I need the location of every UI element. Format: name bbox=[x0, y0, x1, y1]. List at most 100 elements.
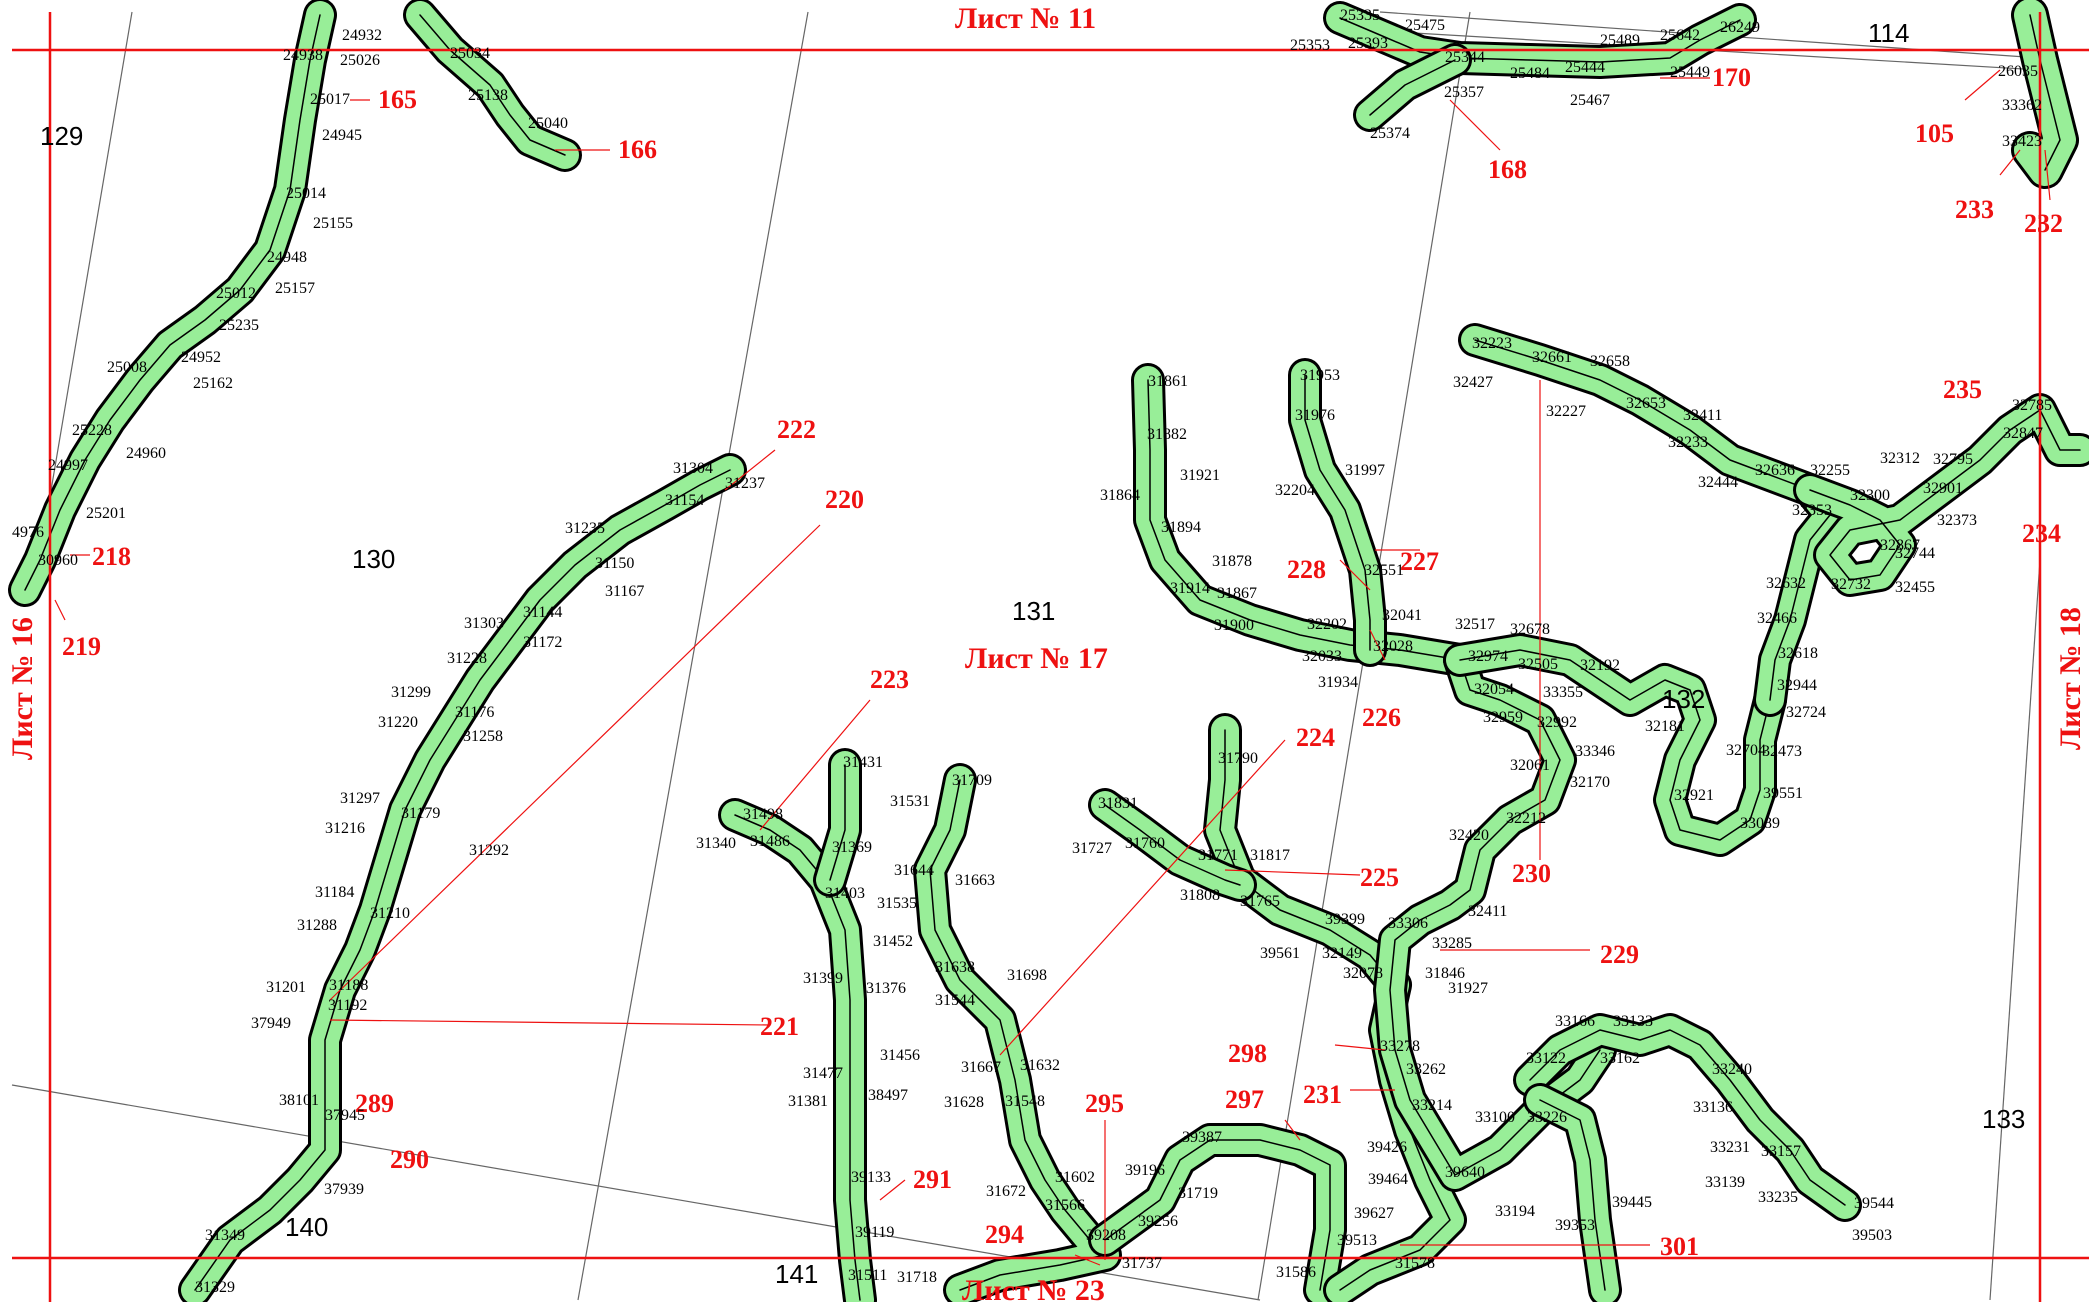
point-number: 31846 bbox=[1425, 965, 1465, 982]
point-number: 31914 bbox=[1170, 580, 1210, 597]
point-number: 25008 bbox=[107, 359, 147, 376]
point-number: 32373 bbox=[1937, 512, 1977, 529]
point-number: 39503 bbox=[1852, 1227, 1892, 1244]
point-number: 25201 bbox=[86, 505, 126, 522]
point-number: 25393 bbox=[1348, 35, 1388, 52]
plot-label: 235 bbox=[1943, 375, 1982, 404]
point-number: 31718 bbox=[897, 1269, 937, 1286]
point-number: 31452 bbox=[873, 933, 913, 950]
point-number: 25449 bbox=[1670, 64, 1710, 81]
point-number: 31292 bbox=[469, 842, 509, 859]
point-number: 39544 bbox=[1854, 1195, 1894, 1212]
point-number: 31456 bbox=[880, 1047, 920, 1064]
plot-label: 301 bbox=[1660, 1232, 1699, 1261]
point-number: 31258 bbox=[463, 728, 503, 745]
plot-label: 218 bbox=[92, 542, 131, 571]
point-number: 25138 bbox=[468, 87, 508, 104]
sheet-title-center: Лист № 17 bbox=[965, 642, 1108, 675]
point-number: 32212 bbox=[1506, 810, 1546, 827]
point-number: 31498 bbox=[743, 806, 783, 823]
point-number: 31548 bbox=[1005, 1093, 1045, 1110]
plot-label: 165 bbox=[378, 85, 417, 114]
plot-label: 229 bbox=[1600, 940, 1639, 969]
point-number: 31976 bbox=[1295, 407, 1335, 424]
block-number: 140 bbox=[285, 1212, 328, 1242]
point-number: 31184 bbox=[315, 884, 354, 901]
point-number: 31531 bbox=[890, 793, 930, 810]
point-number: 32653 bbox=[1626, 395, 1666, 412]
plot-label: 226 bbox=[1362, 703, 1401, 732]
point-number: 39119 bbox=[855, 1224, 894, 1241]
point-number: 31586 bbox=[1276, 1264, 1316, 1281]
point-number: 25484 bbox=[1510, 65, 1550, 82]
point-number: 31578 bbox=[1395, 1255, 1435, 1272]
plot-label: 224 bbox=[1296, 723, 1335, 752]
point-number: 31369 bbox=[832, 839, 872, 856]
point-number: 31900 bbox=[1214, 617, 1254, 634]
point-number: 33278 bbox=[1380, 1038, 1420, 1055]
point-number: 33157 bbox=[1761, 1143, 1801, 1160]
point-number: 32300 bbox=[1850, 487, 1890, 504]
point-number: 31861 bbox=[1148, 373, 1188, 390]
block-number: 129 bbox=[40, 121, 83, 151]
point-number: 32223 bbox=[1472, 335, 1512, 352]
point-number: 32795 bbox=[1933, 451, 1973, 468]
point-number: 32255 bbox=[1810, 462, 1850, 479]
point-number: 32427 bbox=[1453, 374, 1493, 391]
point-number: 25467 bbox=[1570, 92, 1610, 109]
point-number: 31997 bbox=[1345, 462, 1385, 479]
point-number: 25235 bbox=[219, 317, 259, 334]
point-number: 33133 bbox=[1613, 1013, 1653, 1030]
point-number: 26035 bbox=[1998, 63, 2038, 80]
point-number: 30960 bbox=[38, 552, 78, 569]
point-number: 39256 bbox=[1138, 1213, 1178, 1230]
plot-label: 228 bbox=[1287, 555, 1326, 584]
point-number: 31628 bbox=[944, 1094, 984, 1111]
point-number: 25475 bbox=[1405, 17, 1445, 34]
point-number: 32974 bbox=[1468, 648, 1508, 665]
block-number: 130 bbox=[352, 544, 395, 574]
point-number: 31566 bbox=[1045, 1197, 1085, 1214]
plot-label: 219 bbox=[62, 632, 101, 661]
point-number: 31544 bbox=[935, 992, 975, 1009]
plot-label: 105 bbox=[1915, 119, 1954, 148]
point-number: 31201 bbox=[266, 979, 306, 996]
point-number: 25642 bbox=[1660, 27, 1700, 44]
point-number: 31790 bbox=[1218, 750, 1258, 767]
sheet-title-right: Лист № 18 bbox=[2054, 607, 2087, 750]
point-number: 32704 bbox=[1726, 742, 1766, 759]
point-number: 25374 bbox=[1370, 125, 1410, 142]
point-number: 32732 bbox=[1831, 576, 1871, 593]
point-number: 31235 bbox=[565, 520, 605, 537]
point-number: 32473 bbox=[1762, 743, 1802, 760]
plot-label: 225 bbox=[1360, 863, 1399, 892]
point-number: 39513 bbox=[1337, 1232, 1377, 1249]
plot-label: 220 bbox=[825, 485, 864, 514]
point-number: 38101 bbox=[279, 1092, 319, 1109]
point-number: 39208 bbox=[1086, 1227, 1126, 1244]
plot-label: 221 bbox=[760, 1012, 799, 1041]
point-number: 31303 bbox=[464, 615, 504, 632]
point-number: 33166 bbox=[1555, 1013, 1595, 1030]
point-number: 25014 bbox=[286, 185, 326, 202]
plot-labels: 165 166 168 170 105 233 232 218 219 222 220 221 223 2… bbox=[62, 63, 2063, 1261]
point-number: 39426 bbox=[1367, 1139, 1407, 1156]
plot-label: 298 bbox=[1228, 1039, 1267, 1068]
plot-label: 168 bbox=[1488, 155, 1527, 184]
point-number: 31340 bbox=[696, 835, 736, 852]
point-number: 31431 bbox=[843, 754, 883, 771]
point-number: 25444 bbox=[1565, 59, 1605, 76]
point-number: 33162 bbox=[1600, 1050, 1640, 1067]
point-number: 39399 bbox=[1325, 911, 1365, 928]
plot-label: 230 bbox=[1512, 859, 1551, 888]
sheet-title-bottom: Лист № 23 bbox=[962, 1274, 1105, 1302]
point-number: 39133 bbox=[851, 1169, 891, 1186]
point-number: 32149 bbox=[1322, 945, 1362, 962]
point-number: 32901 bbox=[1923, 480, 1963, 497]
block-number: 131 bbox=[1012, 596, 1055, 626]
point-number: 31349 bbox=[205, 1227, 245, 1244]
point-number: 32202 bbox=[1307, 616, 1347, 633]
point-number: 31172 bbox=[523, 634, 562, 651]
point-number: 24997 bbox=[48, 457, 88, 474]
